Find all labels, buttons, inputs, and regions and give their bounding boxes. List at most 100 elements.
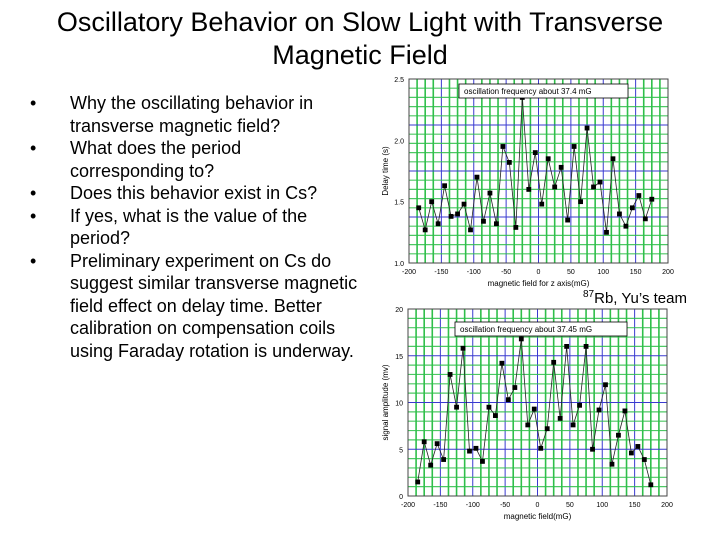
data-point (429, 199, 435, 205)
delay-time-chart: -200 -150 -100 -50 0 50 100 150 200 1.0 1.5 2.0 2.5 m… (381, 77, 674, 288)
data-point (596, 407, 602, 413)
x-tick-label: 200 (661, 502, 673, 509)
x-tick-label: 0 (537, 269, 541, 276)
x-axis-label: magnetic field(mG) (504, 512, 572, 521)
bullet-item: If yes, what is the value of the period? (24, 205, 359, 250)
data-point (473, 445, 479, 451)
data-point (506, 160, 512, 165)
data-point (629, 205, 635, 211)
data-point (622, 408, 628, 414)
data-point (558, 164, 564, 170)
data-point (590, 446, 595, 452)
data-point (591, 184, 596, 190)
data-point (531, 406, 537, 412)
slide-title: Oscillatory Behavior on Slow Light with … (56, 7, 664, 70)
bullet-item: Preliminary experiment on Cs do suggest … (24, 250, 359, 363)
data-point (538, 445, 544, 451)
x-tick-label: 50 (566, 502, 574, 509)
data-point (480, 459, 485, 464)
data-point (493, 413, 498, 418)
data-point (512, 385, 518, 390)
data-point (500, 144, 506, 149)
data-point (448, 213, 454, 219)
x-tick-label: 100 (597, 269, 609, 276)
data-point (557, 415, 563, 421)
data-point (570, 422, 576, 428)
data-point (642, 216, 648, 222)
annotation-text: oscillation frequency about 37.4 mG (464, 87, 592, 96)
x-tick-label: 50 (567, 269, 575, 276)
data-point (494, 221, 499, 227)
series-line (418, 97, 653, 233)
y-tick-label: 0 (399, 494, 403, 501)
y-tick-label: 2.5 (394, 77, 404, 84)
annotation-box (458, 83, 629, 99)
credit-label: 87Rb, Yu’s team (583, 289, 687, 307)
y-tick-label: 1.0 (394, 261, 404, 268)
bullet-item: Does this behavior exist in Cs? (24, 182, 359, 205)
y-tick-label: 5 (399, 447, 403, 454)
plot-frame (408, 78, 669, 264)
x-tick-label: -150 (434, 269, 448, 276)
data-point (551, 359, 557, 365)
x-tick-label: -50 (501, 269, 511, 276)
data-point (487, 190, 493, 196)
y-axis-label: Delay time (s) (381, 146, 390, 196)
data-point (526, 187, 532, 192)
data-point (584, 125, 590, 131)
annotation-text: oscillation frequency about 37.45 mG (460, 325, 592, 334)
data-point (454, 404, 459, 410)
data-point (428, 462, 434, 468)
data-point (474, 174, 480, 180)
x-tick-label: -200 (402, 269, 416, 276)
y-tick-label: 10 (395, 401, 403, 408)
data-point (499, 360, 505, 366)
bullet-list: Why the oscillating behavior in transver… (24, 92, 359, 362)
data-point (441, 457, 447, 462)
data-point (421, 439, 427, 445)
data-point (447, 372, 453, 377)
data-point (648, 482, 654, 488)
data-point (460, 345, 466, 351)
data-point (635, 444, 641, 449)
data-point (422, 227, 428, 233)
credit-text: Rb, Yu’s team (594, 290, 687, 307)
data-point (597, 179, 603, 185)
y-axis-label: signal amplitude (mv) (381, 364, 390, 440)
x-tick-label: 200 (662, 269, 674, 276)
data-point (539, 201, 545, 207)
isotope-mass-number: 87 (583, 289, 595, 300)
y-tick-label: 1.5 (394, 200, 404, 207)
data-point (455, 211, 460, 217)
data-point (481, 218, 486, 224)
data-point (610, 156, 616, 162)
data-point (525, 422, 531, 428)
data-point (544, 426, 550, 432)
data-point (628, 450, 634, 456)
data-point (641, 457, 647, 462)
data-point (518, 336, 524, 342)
data-point (603, 382, 608, 388)
data-point (636, 193, 642, 198)
x-tick-label: -150 (433, 502, 447, 509)
data-point (564, 344, 570, 349)
x-tick-label: 150 (630, 269, 642, 276)
data-point (617, 211, 622, 217)
data-point (467, 448, 472, 454)
data-point (416, 205, 422, 211)
x-tick-label: 150 (629, 502, 641, 509)
bullet-item: What does the period corresponding to? (24, 137, 359, 182)
x-tick-label: 100 (596, 502, 608, 509)
data-point (545, 156, 551, 162)
y-tick-label: 2.0 (394, 138, 404, 145)
plot-frame (407, 308, 668, 497)
data-point (434, 441, 440, 447)
y-tick-label: 20 (395, 307, 403, 314)
x-tick-label: -50 (500, 502, 510, 509)
data-point (461, 201, 467, 207)
x-tick-label: -200 (401, 502, 415, 509)
data-point (513, 225, 519, 230)
data-point (415, 479, 421, 485)
data-point (578, 199, 583, 205)
bullet-item: Why the oscillating behavior in transver… (24, 92, 359, 137)
